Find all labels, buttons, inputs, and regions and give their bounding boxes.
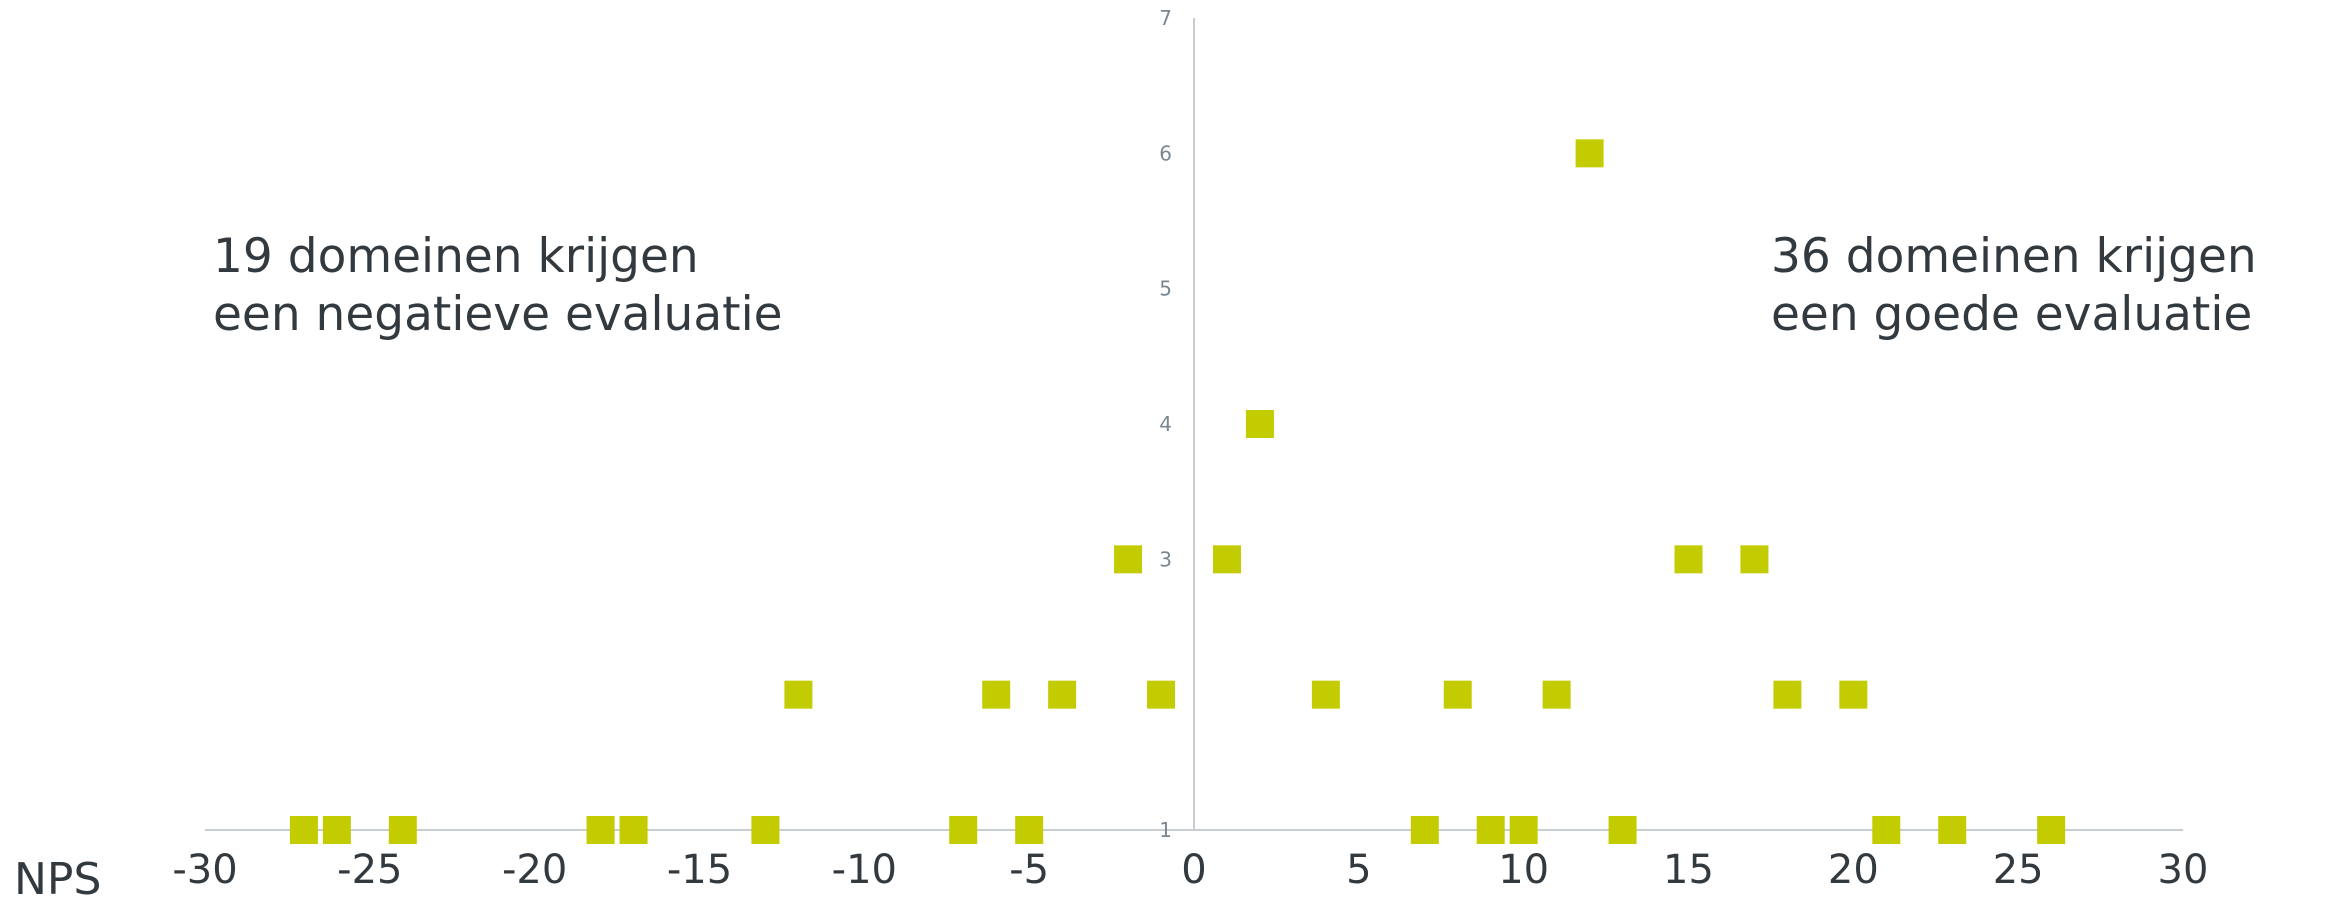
data-point-marker (1509, 816, 1538, 844)
data-point-marker (1542, 680, 1571, 709)
data-point-marker (1575, 139, 1604, 168)
data-point-marker (1048, 680, 1077, 709)
x-tick-label: 10 (1498, 847, 1549, 893)
x-tick-label: 0 (1181, 847, 1206, 893)
x-tick-label: 15 (1663, 847, 1714, 893)
x-axis-label: NPS (14, 854, 102, 905)
annotation-positive: 36 domeinen krijgen een goede evaluatie (1771, 228, 2257, 344)
y-tick-label: 4 (1159, 412, 1172, 436)
annotation-positive-line-2: een goede evaluatie (1771, 287, 2253, 342)
data-point-marker (1114, 545, 1143, 574)
data-point-marker (1740, 545, 1769, 574)
x-tick-label: 20 (1828, 847, 1879, 893)
x-tick-label: -20 (502, 847, 567, 893)
y-tick-label: 5 (1159, 277, 1172, 301)
data-point-marker (1212, 545, 1241, 574)
x-tick-label: 5 (1346, 847, 1371, 893)
data-point-marker (949, 816, 978, 844)
data-point-marker (1245, 410, 1274, 438)
data-point-marker (784, 680, 813, 709)
data-point-marker (1674, 545, 1703, 574)
data-point-marker (1410, 816, 1439, 844)
data-point-marker (1443, 680, 1472, 709)
x-tick-label: -15 (667, 847, 732, 893)
annotation-positive-line-1: 36 domeinen krijgen (1771, 229, 2257, 284)
data-point-marker (619, 816, 648, 844)
y-tick-label: 3 (1159, 547, 1172, 571)
data-point-marker (1839, 680, 1868, 709)
axes (205, 18, 2183, 831)
x-tick-labels: -30 -25 -20 -15 -10 -5 0 5 10 15 20 25 30 (172, 847, 2208, 893)
annotation-negative-line-2: een negatieve evaluatie (213, 287, 783, 342)
data-point-marker (982, 680, 1011, 709)
data-point-marker (1608, 816, 1637, 844)
y-tick-label: 1 (1159, 818, 1172, 842)
y-tick-label: 6 (1159, 141, 1172, 165)
x-tick-label: -10 (832, 847, 897, 893)
data-point-marker (1311, 680, 1340, 709)
data-point-marker (1773, 680, 1802, 709)
y-tick-label: 7 (1159, 6, 1172, 30)
data-point-marker (1872, 816, 1901, 844)
x-tick-label: 30 (2158, 847, 2209, 893)
data-point-marker (1015, 816, 1044, 844)
data-points (289, 139, 2066, 844)
y-tick-labels: 1234567 (1159, 6, 1172, 842)
x-tick-label: 25 (1993, 847, 2044, 893)
data-point-marker (586, 816, 615, 844)
data-point-marker (289, 816, 318, 844)
data-point-marker (1476, 816, 1505, 844)
data-point-marker (322, 816, 351, 844)
data-point-marker (2037, 816, 2066, 844)
data-point-marker (1938, 816, 1967, 844)
x-tick-label: -5 (1009, 847, 1049, 893)
x-tick-label: -25 (337, 847, 402, 893)
annotation-negative: 19 domeinen krijgen een negatieve evalua… (213, 228, 783, 344)
annotation-negative-line-1: 19 domeinen krijgen (213, 229, 699, 284)
data-point-marker (388, 816, 417, 844)
x-tick-label: -30 (172, 847, 237, 893)
data-point-marker (751, 816, 780, 844)
data-point-marker (1147, 680, 1176, 709)
